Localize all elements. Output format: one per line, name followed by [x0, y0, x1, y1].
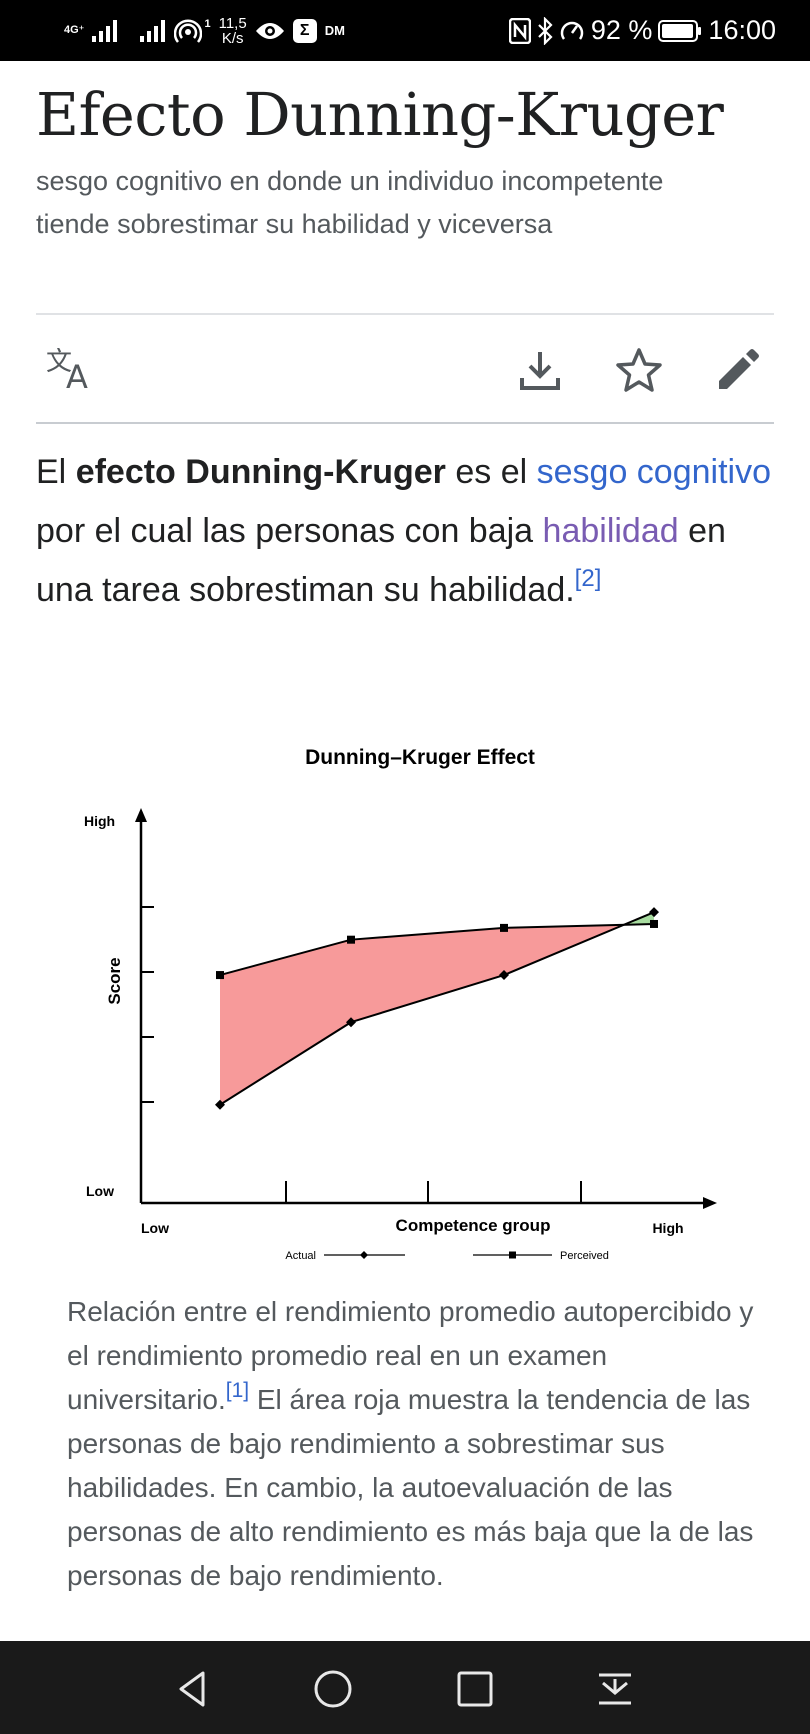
figure-caption: Relación entre el rendimiento promedio a… [67, 1290, 767, 1598]
y-axis-arrow [135, 808, 147, 822]
series-line-perceived [219, 922, 655, 977]
page-description: sesgo cognitivo en donde un individuo in… [36, 166, 664, 239]
reference-1[interactable]: [1] [225, 1379, 250, 1402]
legend-label-perceived: Perceived [560, 1250, 609, 1262]
bluetooth-icon [538, 16, 553, 45]
data-point-perceived [650, 919, 658, 928]
data-point-perceived [347, 935, 355, 944]
recents-icon[interactable] [445, 1659, 505, 1719]
status-bar: 4G⁺ 1 11,5 K/s Σ DM [0, 0, 810, 61]
sim-number-label: 1 [204, 18, 211, 30]
legend-marker-perceived [509, 1251, 516, 1259]
x-axis-arrow [703, 1197, 717, 1209]
sigma-icon: Σ [292, 18, 317, 43]
y-axis-label: Score [105, 957, 124, 1004]
home-icon[interactable] [303, 1659, 363, 1719]
battery-percent: 92 % [590, 15, 653, 45]
battery-icon [658, 19, 702, 42]
dunning-kruger-chart[interactable]: Dunning–Kruger Effect High Low Low High Compe… [60, 730, 750, 1270]
legend-marker-actual [360, 1251, 368, 1259]
hotspot-icon [174, 18, 203, 43]
link-sesgo-cognitivo[interactable]: sesgo cognitivo [536, 453, 771, 491]
overestimate-area [220, 924, 624, 1105]
notification-pulldown-icon[interactable] [585, 1659, 645, 1719]
lead-text: por el cual las personas con baja [36, 512, 543, 550]
legend-label-actual: Actual [285, 1250, 316, 1262]
edit-icon[interactable] [710, 342, 766, 398]
network-type-label: 4G⁺ [64, 24, 85, 36]
lead-bold-term: efecto Dunning-Kruger [75, 453, 446, 491]
translate-icon[interactable]: 文 A [44, 342, 100, 398]
y-tick-label-high: High [84, 813, 115, 829]
series-line-actual [219, 911, 655, 1106]
data-point-actual [215, 1099, 225, 1110]
data-point-perceived [500, 923, 508, 932]
data-point-perceived [216, 971, 224, 980]
signal-2-icon [140, 19, 166, 42]
chart-title: Dunning–Kruger Effect [305, 746, 535, 769]
dm-badge: DM [324, 23, 345, 38]
toolbar-divider [36, 422, 774, 424]
lead-text: es el [445, 453, 537, 491]
svg-text:A: A [66, 358, 88, 392]
page-title: Efecto Dunning-Kruger [36, 80, 724, 149]
svg-text:文: 文 [46, 348, 72, 377]
clock: 16:00 [708, 15, 776, 45]
x-tick-label-high: High [652, 1220, 683, 1236]
status-left-group: 4G⁺ 1 11,5 K/s Σ DM [64, 0, 345, 61]
lead-text: El [36, 453, 76, 491]
data-point-actual [649, 907, 659, 918]
reference-2[interactable]: [2] [574, 565, 602, 592]
signal-icon [92, 19, 118, 42]
navigation-bar [0, 1641, 810, 1734]
x-tick-label-low: Low [141, 1220, 169, 1236]
x-axis-label: Competence group [396, 1216, 551, 1235]
back-icon[interactable] [163, 1659, 223, 1719]
data-point-actual [346, 1017, 356, 1028]
caption-text: El área roja muestra la tendencia de las… [67, 1384, 754, 1591]
eye-icon [255, 22, 284, 39]
network-speed: 11,5 K/s [219, 16, 247, 46]
underestimate-area [624, 912, 654, 925]
y-tick-label-low: Low [86, 1183, 114, 1199]
data-point-actual [499, 970, 509, 981]
speed-gauge-icon [560, 21, 584, 40]
network-speed-unit: K/s [221, 29, 244, 47]
lead-paragraph: El efecto Dunning-Kruger es el sesgo cog… [36, 443, 776, 620]
star-icon[interactable] [611, 342, 667, 398]
title-divider [36, 313, 774, 315]
lead-text: en una tarea sobrestiman su habilidad. [36, 512, 726, 609]
nfc-icon [508, 17, 531, 44]
download-icon[interactable] [512, 342, 568, 398]
caption-text: Relación entre el rendimiento promedio a… [67, 1296, 754, 1415]
status-right-group: 92 % 16:00 [508, 0, 776, 61]
network-speed-value: 11,5 [218, 14, 247, 32]
link-habilidad[interactable]: habilidad [542, 512, 679, 550]
